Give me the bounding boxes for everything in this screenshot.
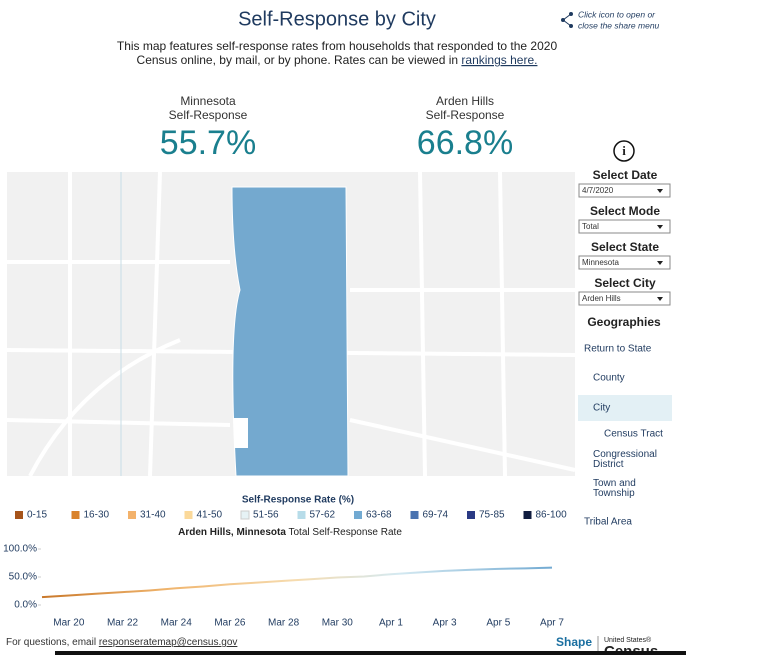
footer-bar xyxy=(55,651,686,655)
geography-item[interactable]: Census Tract xyxy=(604,429,663,440)
legend-label: 57-62 xyxy=(310,510,336,521)
y-tick-label: 0.0% xyxy=(14,600,37,611)
dropdown-value: 4/7/2020 xyxy=(582,186,614,195)
kpi-label: Self-Response xyxy=(169,108,248,122)
legend-label: 75-85 xyxy=(479,510,505,521)
legend-label: 0-15 xyxy=(27,510,47,521)
legend-label: 41-50 xyxy=(197,510,223,521)
control-label: Select Mode xyxy=(590,204,660,218)
legend-label: 31-40 xyxy=(140,510,166,521)
chart-title: Total Self-Response Rate xyxy=(289,527,403,538)
legend-swatch xyxy=(354,511,362,519)
dropdown-value: Arden Hills xyxy=(582,294,621,303)
dropdown-arrow xyxy=(657,261,663,265)
geography-item[interactable]: County xyxy=(593,373,625,384)
y-tick-label: 100.0% xyxy=(3,544,37,555)
dropdown-arrow xyxy=(657,297,663,301)
control-label: Select City xyxy=(594,276,656,290)
x-tick-label: Mar 28 xyxy=(268,618,300,629)
share-hint: Click icon to open or xyxy=(578,9,656,19)
footer: For questions, email responseratemap@cen… xyxy=(6,637,237,648)
dropdown-value: Total xyxy=(582,222,599,231)
legend-label: 86-100 xyxy=(536,510,568,521)
legend-title: Self-Response Rate (%) xyxy=(242,495,354,506)
kpi-place: Arden Hills xyxy=(436,94,494,108)
chart-title-place: Arden Hills, Minnesota xyxy=(178,527,286,538)
share-hint: close the share menu xyxy=(578,20,660,30)
svg-text:i: i xyxy=(622,143,626,158)
description: Census online, by mail, or by phone. Rat… xyxy=(137,53,462,67)
x-tick-label: Mar 20 xyxy=(53,618,85,629)
kpi-label: Self-Response xyxy=(426,108,505,122)
kpi-place: Minnesota xyxy=(180,94,236,108)
x-tick-label: Apr 1 xyxy=(379,618,403,629)
kpi-value: 55.7% xyxy=(160,124,256,162)
geographies-title: Geographies xyxy=(587,315,661,329)
dropdown[interactable] xyxy=(578,183,671,198)
geography-item[interactable]: City xyxy=(593,403,610,414)
info-icon[interactable]: i xyxy=(613,140,635,162)
geography-item[interactable]: Tribal Area xyxy=(584,517,632,528)
legend-label: 16-30 xyxy=(84,510,110,521)
legend-swatch xyxy=(128,511,136,519)
dropdown-value: Minnesota xyxy=(582,258,619,267)
description: Census online, by mail, or by phone. Rat… xyxy=(137,53,538,67)
dropdown[interactable] xyxy=(578,255,671,270)
y-tick-label: 50.0% xyxy=(9,572,37,583)
legend-swatch xyxy=(297,511,306,519)
dropdown-arrow xyxy=(657,189,663,193)
footer-email[interactable]: responseratemap@census.gov xyxy=(99,637,238,648)
x-tick-label: Mar 24 xyxy=(161,618,193,629)
title: Self-Response by City xyxy=(238,8,436,30)
description: This map features self-response rates fr… xyxy=(117,39,558,53)
dropdown[interactable] xyxy=(578,219,671,234)
kpi-value: 66.8% xyxy=(417,124,513,162)
control-label: Select Date xyxy=(593,168,658,182)
legend-label: 69-74 xyxy=(423,510,449,521)
x-tick-label: Apr 3 xyxy=(433,618,457,629)
x-tick-label: Mar 22 xyxy=(107,618,139,629)
share-icon[interactable] xyxy=(561,12,573,28)
x-tick-label: Mar 30 xyxy=(322,618,354,629)
legend-label: 51-56 xyxy=(253,510,279,521)
chart-title: Arden Hills, Minnesota Total Self-Respon… xyxy=(178,527,402,538)
legend-swatch xyxy=(523,511,532,519)
geography-item[interactable]: Town and Township xyxy=(593,478,636,499)
logo-census-top: United States® xyxy=(604,636,652,644)
selected-bg xyxy=(578,395,672,421)
footer-text: For questions, email xyxy=(6,637,99,648)
map[interactable] xyxy=(6,171,576,477)
legend-swatch xyxy=(15,511,23,519)
legend-swatch xyxy=(467,511,475,519)
control-label: Select State xyxy=(591,240,659,254)
legend-swatch xyxy=(184,511,193,519)
legend-swatch xyxy=(240,510,250,520)
geography-item[interactable]: Congressional District xyxy=(593,449,657,470)
rankings-link[interactable]: rankings here. xyxy=(461,53,537,67)
x-tick-label: Apr 5 xyxy=(486,618,510,629)
geography-item[interactable]: Return to State xyxy=(584,344,652,355)
x-tick-label: Mar 26 xyxy=(214,618,246,629)
dropdown-arrow xyxy=(657,225,663,229)
legend-label: 63-68 xyxy=(366,510,392,521)
logo-shape: Shape xyxy=(556,635,592,649)
legend-swatch xyxy=(410,511,419,519)
legend-swatch xyxy=(71,511,80,519)
x-tick-label: Apr 7 xyxy=(540,618,564,629)
line xyxy=(41,566,553,599)
dropdown[interactable] xyxy=(578,291,671,306)
